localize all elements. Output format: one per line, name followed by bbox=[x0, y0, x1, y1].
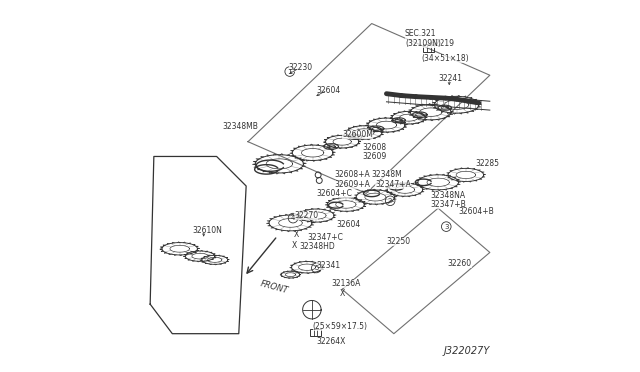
Text: 32608+A: 32608+A bbox=[335, 170, 371, 179]
Text: (34×51×18): (34×51×18) bbox=[422, 54, 469, 63]
Text: 32348NA: 32348NA bbox=[431, 191, 466, 200]
Text: 32250: 32250 bbox=[387, 237, 411, 246]
Text: SEC.321
(32109N): SEC.321 (32109N) bbox=[405, 29, 441, 48]
Bar bbox=[424, 44, 435, 52]
Text: 32347+A: 32347+A bbox=[376, 180, 412, 189]
Text: 32609: 32609 bbox=[362, 152, 387, 161]
Text: 32348MB: 32348MB bbox=[222, 122, 258, 131]
Text: 32608: 32608 bbox=[362, 143, 387, 152]
Text: X: X bbox=[340, 289, 345, 298]
Text: 32219: 32219 bbox=[431, 39, 455, 48]
Text: 32604: 32604 bbox=[316, 86, 340, 94]
Text: 32241: 32241 bbox=[438, 74, 462, 83]
Text: 32341: 32341 bbox=[316, 261, 340, 270]
Text: 32270: 32270 bbox=[294, 211, 318, 220]
Text: FRONT: FRONT bbox=[259, 279, 289, 296]
Text: 32230: 32230 bbox=[289, 63, 313, 72]
Text: 32600M: 32600M bbox=[342, 130, 373, 139]
Text: X: X bbox=[293, 230, 299, 239]
Text: 32285: 32285 bbox=[475, 159, 499, 169]
Text: 32610N: 32610N bbox=[193, 226, 223, 235]
Text: 5: 5 bbox=[314, 265, 319, 271]
Text: 32348HD: 32348HD bbox=[300, 243, 335, 251]
Text: 3: 3 bbox=[444, 224, 449, 230]
Text: 4: 4 bbox=[291, 215, 295, 221]
Text: X: X bbox=[292, 241, 297, 250]
Text: 32260: 32260 bbox=[447, 259, 472, 268]
Text: 32604: 32604 bbox=[337, 220, 361, 229]
Bar bbox=[310, 329, 321, 336]
Text: 32347+C: 32347+C bbox=[307, 233, 343, 242]
Text: J322027Y: J322027Y bbox=[444, 346, 490, 356]
Text: 2: 2 bbox=[388, 198, 392, 204]
Text: (25×59×17.5): (25×59×17.5) bbox=[312, 322, 367, 331]
Text: 32604+C: 32604+C bbox=[316, 189, 352, 198]
Text: 1: 1 bbox=[287, 68, 292, 74]
Text: 32609+A: 32609+A bbox=[335, 180, 371, 189]
Text: 32604+B: 32604+B bbox=[458, 207, 494, 217]
Text: 32348M: 32348M bbox=[372, 170, 403, 179]
Text: 32136A: 32136A bbox=[331, 279, 360, 288]
Text: 32347+B: 32347+B bbox=[431, 200, 467, 209]
Text: 32264X: 32264X bbox=[316, 337, 346, 346]
